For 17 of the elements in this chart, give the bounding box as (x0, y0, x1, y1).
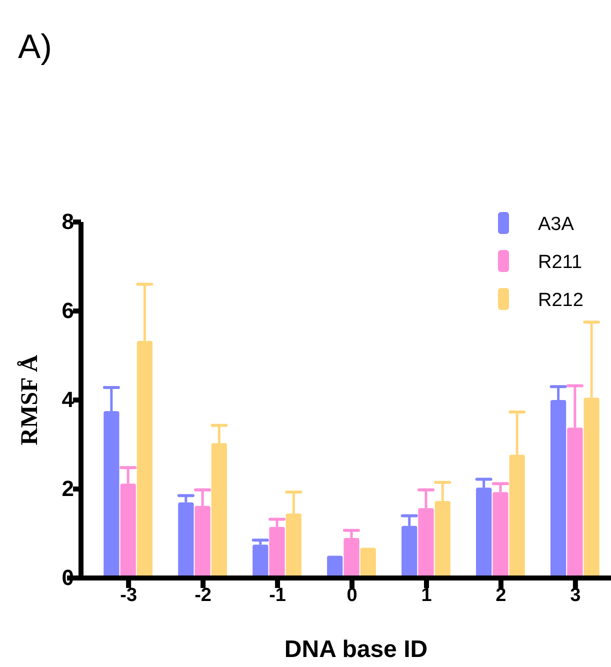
y-tick-label: 2 (62, 476, 74, 502)
x-axis-title: DNA base ID (284, 636, 428, 663)
x-tick-label: 2 (496, 585, 506, 606)
chart-title: A) (18, 28, 52, 66)
x-tick-label: 0 (346, 585, 358, 606)
x-tick-label: 3 (570, 585, 581, 606)
legend-label: A3A (538, 214, 574, 235)
y-axis-title: RMSF Å (17, 354, 43, 446)
x-tick-label: -3 (120, 585, 138, 606)
y-tick-label: 6 (62, 298, 74, 324)
x-tick-label: 1 (421, 585, 432, 606)
legend-label: R212 (538, 290, 584, 311)
x-tick-label: -2 (194, 585, 212, 606)
y-tick-label: 4 (62, 387, 75, 412)
y-tick-label: 8 (62, 209, 74, 234)
x-tick-label: -1 (269, 585, 286, 606)
legend-label: R211 (538, 252, 582, 273)
